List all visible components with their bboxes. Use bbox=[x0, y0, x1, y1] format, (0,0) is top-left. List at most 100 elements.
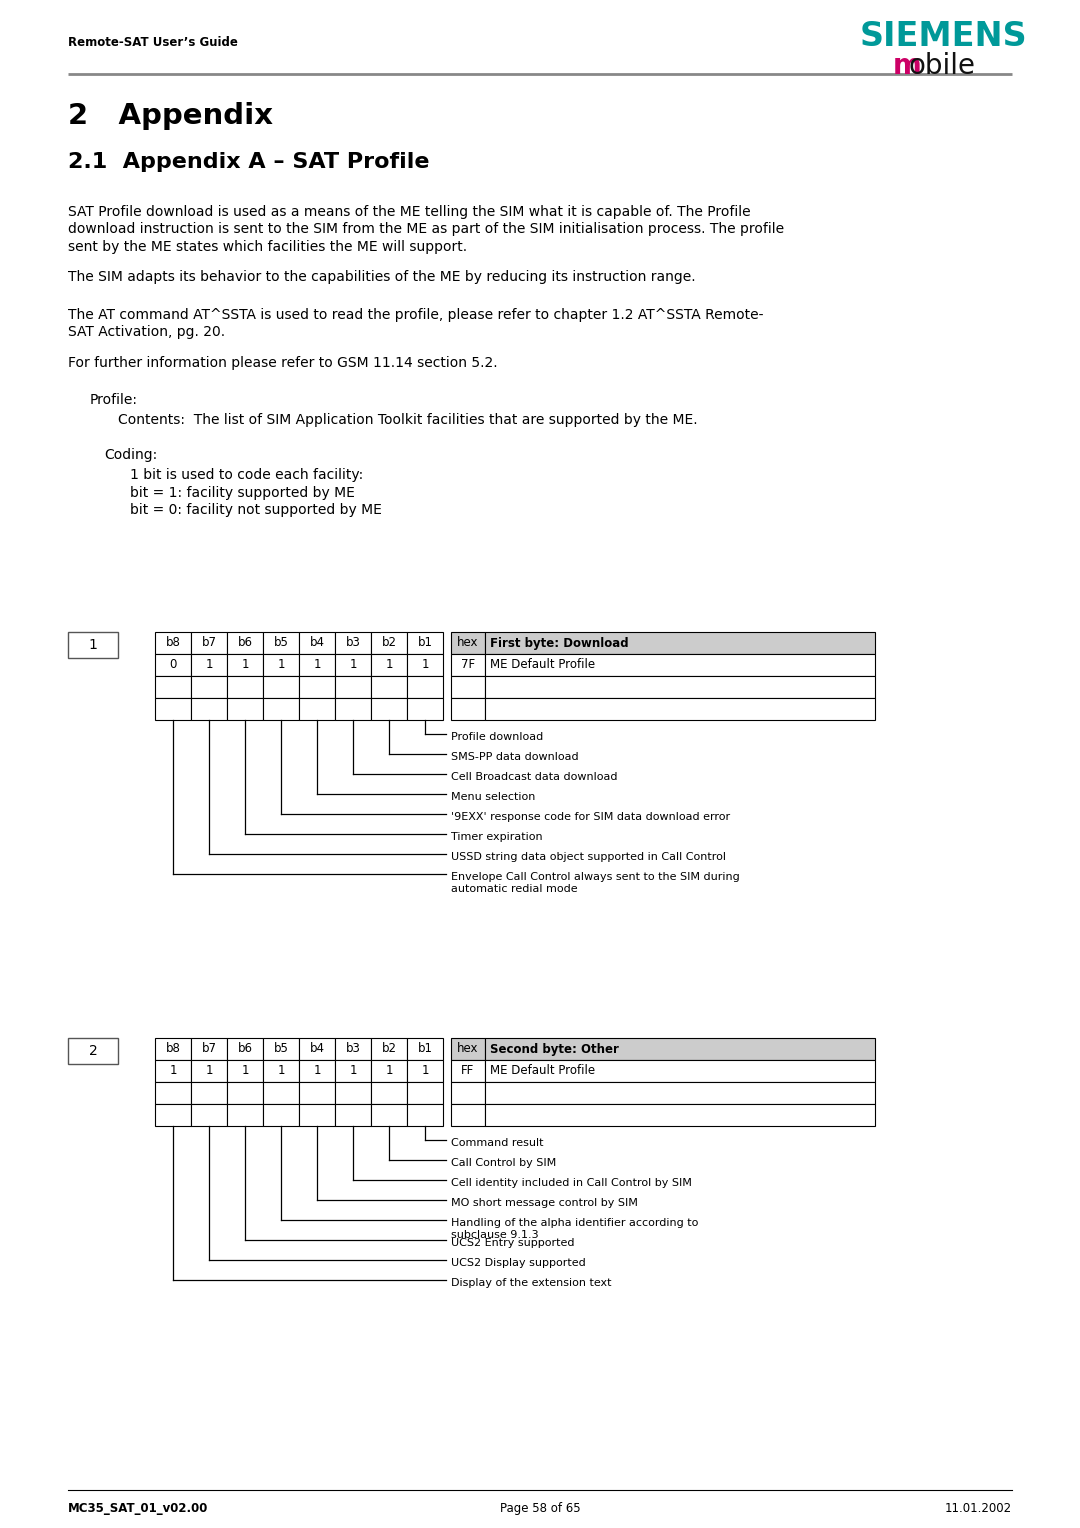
Text: 11.01.2002: 11.01.2002 bbox=[945, 1502, 1012, 1514]
Text: b6: b6 bbox=[238, 1042, 253, 1056]
Bar bbox=[156, 654, 191, 675]
Text: SMS-PP data download: SMS-PP data download bbox=[451, 752, 579, 762]
Text: b1: b1 bbox=[418, 1042, 432, 1056]
Bar bbox=[299, 1082, 335, 1105]
Bar bbox=[451, 633, 485, 654]
Bar bbox=[191, 1082, 227, 1105]
Bar bbox=[372, 1060, 407, 1082]
Bar bbox=[485, 1082, 875, 1105]
Bar bbox=[264, 1105, 299, 1126]
Bar bbox=[299, 698, 335, 720]
Text: UCS2 Display supported: UCS2 Display supported bbox=[451, 1258, 585, 1268]
Text: 1: 1 bbox=[421, 1065, 429, 1077]
Text: The SIM adapts its behavior to the capabilities of the ME by reducing its instru: The SIM adapts its behavior to the capab… bbox=[68, 270, 696, 284]
Bar bbox=[191, 654, 227, 675]
Text: 1: 1 bbox=[205, 659, 213, 671]
Bar bbox=[156, 1082, 191, 1105]
Text: 2: 2 bbox=[89, 1044, 97, 1057]
Bar bbox=[227, 633, 264, 654]
Text: Command result: Command result bbox=[451, 1138, 543, 1148]
Text: ME Default Profile: ME Default Profile bbox=[490, 1065, 595, 1077]
Text: b6: b6 bbox=[238, 637, 253, 649]
Text: Timer expiration: Timer expiration bbox=[451, 833, 542, 842]
Bar bbox=[485, 654, 875, 675]
Bar bbox=[372, 1038, 407, 1060]
Bar bbox=[451, 675, 485, 698]
Bar bbox=[372, 654, 407, 675]
Text: 1: 1 bbox=[349, 659, 356, 671]
Text: bit = 0: facility not supported by ME: bit = 0: facility not supported by ME bbox=[130, 503, 382, 516]
Bar bbox=[451, 1082, 485, 1105]
Bar bbox=[156, 633, 191, 654]
Bar bbox=[264, 1082, 299, 1105]
Bar bbox=[264, 1038, 299, 1060]
Bar bbox=[407, 1038, 443, 1060]
Bar bbox=[191, 1060, 227, 1082]
Bar bbox=[485, 633, 875, 654]
Bar bbox=[407, 1105, 443, 1126]
Bar bbox=[451, 1060, 485, 1082]
Bar bbox=[299, 1060, 335, 1082]
Text: SAT Profile download is used as a means of the ME telling the SIM what it is cap: SAT Profile download is used as a means … bbox=[68, 205, 784, 254]
Text: 1: 1 bbox=[421, 659, 429, 671]
Text: 2   Appendix: 2 Appendix bbox=[68, 102, 273, 130]
Bar bbox=[372, 633, 407, 654]
Text: FF: FF bbox=[461, 1065, 474, 1077]
Bar bbox=[264, 1060, 299, 1082]
Bar bbox=[485, 1060, 875, 1082]
Text: b8: b8 bbox=[165, 637, 180, 649]
Bar bbox=[407, 1082, 443, 1105]
Text: 1: 1 bbox=[89, 639, 97, 652]
Text: Cell identity included in Call Control by SIM: Cell identity included in Call Control b… bbox=[451, 1178, 692, 1187]
Text: First byte: Download: First byte: Download bbox=[490, 637, 629, 649]
Bar bbox=[407, 654, 443, 675]
Bar bbox=[227, 654, 264, 675]
Bar bbox=[372, 1105, 407, 1126]
Bar bbox=[407, 698, 443, 720]
Bar bbox=[335, 698, 372, 720]
Bar bbox=[372, 1082, 407, 1105]
Bar bbox=[227, 675, 264, 698]
Text: UCS2 Entry supported: UCS2 Entry supported bbox=[451, 1238, 575, 1248]
Bar bbox=[191, 675, 227, 698]
Text: b2: b2 bbox=[381, 637, 396, 649]
Text: '9EXX' response code for SIM data download error: '9EXX' response code for SIM data downlo… bbox=[451, 811, 730, 822]
Bar bbox=[264, 675, 299, 698]
Text: Second byte: Other: Second byte: Other bbox=[490, 1042, 619, 1056]
Bar bbox=[156, 1105, 191, 1126]
Text: 1: 1 bbox=[278, 659, 285, 671]
Bar bbox=[227, 1038, 264, 1060]
Text: b5: b5 bbox=[273, 637, 288, 649]
Bar bbox=[451, 1105, 485, 1126]
Bar bbox=[335, 1060, 372, 1082]
Bar bbox=[372, 675, 407, 698]
Text: 2.1  Appendix A – SAT Profile: 2.1 Appendix A – SAT Profile bbox=[68, 151, 430, 173]
Bar bbox=[264, 698, 299, 720]
Bar bbox=[407, 633, 443, 654]
Text: b7: b7 bbox=[202, 1042, 216, 1056]
Bar bbox=[335, 1105, 372, 1126]
Text: hex: hex bbox=[457, 637, 478, 649]
Bar bbox=[156, 698, 191, 720]
Bar bbox=[335, 633, 372, 654]
Text: The AT command AT^SSTA is used to read the profile, please refer to chapter 1.2 : The AT command AT^SSTA is used to read t… bbox=[68, 309, 764, 339]
Bar bbox=[156, 675, 191, 698]
Text: hex: hex bbox=[457, 1042, 478, 1056]
Text: ME Default Profile: ME Default Profile bbox=[490, 659, 595, 671]
Text: Remote-SAT User’s Guide: Remote-SAT User’s Guide bbox=[68, 37, 238, 49]
Bar bbox=[407, 1060, 443, 1082]
Bar bbox=[191, 1038, 227, 1060]
Bar bbox=[227, 1082, 264, 1105]
Text: For further information please refer to GSM 11.14 section 5.2.: For further information please refer to … bbox=[68, 356, 498, 370]
Bar bbox=[299, 633, 335, 654]
Bar bbox=[485, 1038, 875, 1060]
Bar bbox=[485, 698, 875, 720]
Text: Profile:: Profile: bbox=[90, 393, 138, 406]
Text: 7F: 7F bbox=[461, 659, 475, 671]
Text: b3: b3 bbox=[346, 1042, 361, 1056]
Text: 1: 1 bbox=[386, 1065, 393, 1077]
Text: MO short message control by SIM: MO short message control by SIM bbox=[451, 1198, 638, 1209]
Bar bbox=[191, 1105, 227, 1126]
Text: b4: b4 bbox=[310, 637, 324, 649]
Bar bbox=[191, 698, 227, 720]
